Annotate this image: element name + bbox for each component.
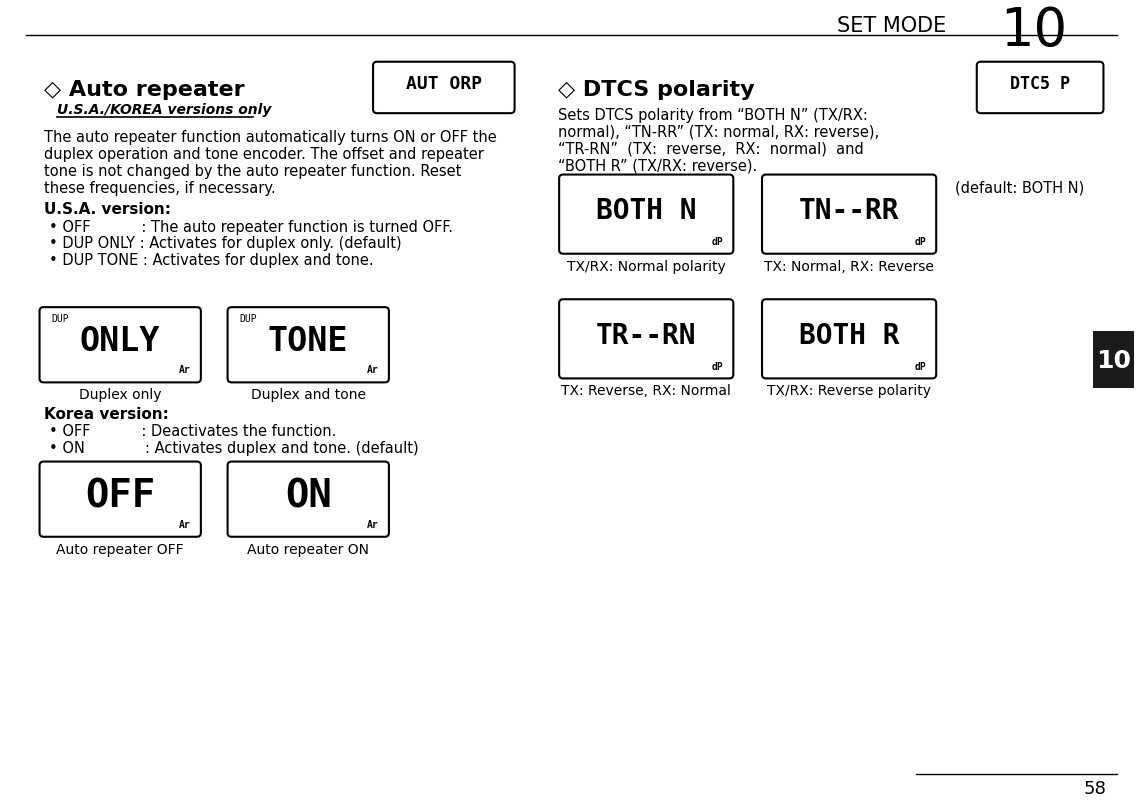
Text: BOTH R: BOTH R [799,322,900,350]
Text: these frequencies, if necessary.: these frequencies, if necessary. [43,180,275,196]
Text: • OFF           : The auto repeater function is turned OFF.: • OFF : The auto repeater function is tu… [49,219,454,234]
FancyBboxPatch shape [40,308,201,383]
Text: • DUP ONLY : Activates for duplex only. (default): • DUP ONLY : Activates for duplex only. … [49,236,402,251]
Text: 10: 10 [1096,348,1130,372]
FancyBboxPatch shape [227,308,389,383]
Text: dP: dP [914,361,926,371]
Text: Ar: Ar [179,365,191,375]
FancyBboxPatch shape [40,462,201,537]
Text: Auto repeater OFF: Auto repeater OFF [56,542,184,556]
Text: ◇ DTCS polarity: ◇ DTCS polarity [558,80,754,100]
Text: dP: dP [914,237,926,246]
Text: dP: dP [712,361,724,371]
Text: TX: Normal, RX: Reverse: TX: Normal, RX: Reverse [765,259,934,273]
Text: Ar: Ar [367,519,379,529]
Text: Ar: Ar [179,519,191,529]
Text: Sets DTCS polarity from “BOTH N” (TX/RX:: Sets DTCS polarity from “BOTH N” (TX/RX: [558,107,868,123]
FancyBboxPatch shape [1093,331,1134,389]
Text: The auto repeater function automatically turns ON or OFF the: The auto repeater function automatically… [43,130,496,145]
Text: normal), “TN-RR” (TX: normal, RX: reverse),: normal), “TN-RR” (TX: normal, RX: revers… [558,124,879,140]
Text: duplex operation and tone encoder. The offset and repeater: duplex operation and tone encoder. The o… [43,147,483,162]
FancyBboxPatch shape [977,63,1103,114]
Text: Duplex and tone: Duplex and tone [250,388,366,402]
Text: (default: BOTH N): (default: BOTH N) [956,180,1085,196]
Text: 58: 58 [1084,780,1106,797]
Text: SET MODE: SET MODE [837,16,946,36]
Text: TONE: TONE [267,325,349,358]
FancyBboxPatch shape [559,300,734,379]
FancyBboxPatch shape [373,63,514,114]
Text: U.S.A./KOREA versions only: U.S.A./KOREA versions only [57,103,272,117]
Text: 10: 10 [1000,5,1068,57]
FancyBboxPatch shape [762,176,936,254]
FancyBboxPatch shape [227,462,389,537]
Text: ONLY: ONLY [80,325,160,358]
Text: BOTH N: BOTH N [596,197,696,225]
Text: dP: dP [712,237,724,246]
FancyBboxPatch shape [762,300,936,379]
Text: DUP: DUP [51,314,69,324]
Text: TX/RX: Reverse polarity: TX/RX: Reverse polarity [767,384,932,398]
Text: ◇ Auto repeater: ◇ Auto repeater [43,80,245,100]
Text: TN--RR: TN--RR [799,197,900,225]
Text: DTC5 P: DTC5 P [1010,75,1070,93]
Text: Duplex only: Duplex only [79,388,161,402]
FancyBboxPatch shape [559,176,734,254]
Text: TX: Reverse, RX: Normal: TX: Reverse, RX: Normal [561,384,732,398]
Text: “TR-RN”  (TX:  reverse,  RX:  normal)  and: “TR-RN” (TX: reverse, RX: normal) and [558,141,864,156]
Text: OFF: OFF [85,476,155,515]
Text: TX/RX: Normal polarity: TX/RX: Normal polarity [567,259,726,273]
Text: Korea version:: Korea version: [43,406,168,421]
Text: TR--RN: TR--RN [596,322,696,350]
Text: ON: ON [285,476,331,515]
Text: DUP: DUP [240,314,257,324]
Text: • DUP TONE : Activates for duplex and tone.: • DUP TONE : Activates for duplex and to… [49,253,374,268]
Text: U.S.A. version:: U.S.A. version: [43,201,170,217]
Text: AUT ORP: AUT ORP [406,75,482,93]
Text: Ar: Ar [367,365,379,375]
Text: “BOTH R” (TX/RX: reverse).: “BOTH R” (TX/RX: reverse). [558,158,758,173]
Text: tone is not changed by the auto repeater function. Reset: tone is not changed by the auto repeater… [43,164,461,179]
Text: Auto repeater ON: Auto repeater ON [247,542,369,556]
Text: • OFF           : Deactivates the function.: • OFF : Deactivates the function. [49,423,337,439]
Text: • ON             : Activates duplex and tone. (default): • ON : Activates duplex and tone. (defau… [49,440,419,456]
